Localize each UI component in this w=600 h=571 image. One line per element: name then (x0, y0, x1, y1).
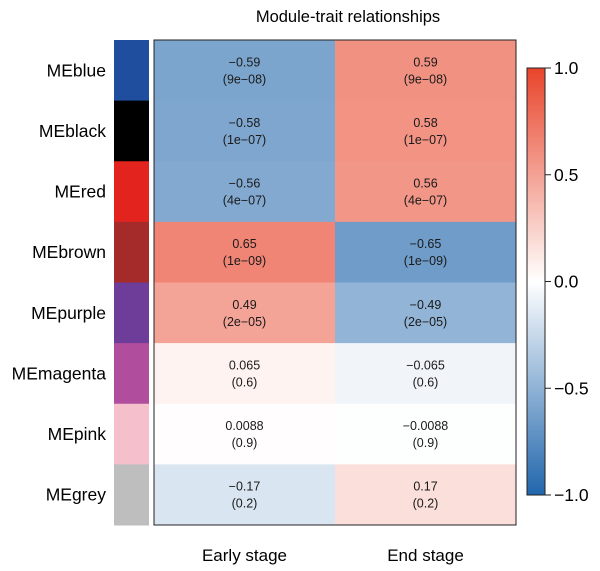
module-color-swatch (114, 100, 149, 162)
heatmap-cell (154, 40, 336, 102)
module-color-swatch (114, 464, 149, 526)
cell-p-value: (2e−05) (223, 315, 266, 329)
cell-p-value: (0.6) (232, 375, 258, 389)
heatmap-border (153, 39, 517, 526)
column-label: Early stage (202, 546, 287, 565)
cell-correlation: 0.065 (229, 358, 260, 372)
heatmap-cell (154, 221, 336, 283)
cell-p-value: (1e−09) (404, 254, 447, 268)
heatmap-cell (154, 282, 336, 344)
cell-p-value: (0.9) (232, 436, 258, 450)
heatmap-cell (335, 464, 517, 526)
row-label: MEred (54, 182, 106, 202)
row-labels: MEblue MEblack MEred MEbrown MEpurple MEmagen… (12, 60, 107, 504)
module-color-swatch (114, 403, 149, 465)
heatmap-cell (154, 403, 336, 465)
heatmap-cell (154, 343, 336, 405)
row-label: MEblue (47, 60, 106, 80)
heatmap-cell (335, 40, 517, 102)
cell-p-value: (1e−07) (223, 133, 266, 147)
heatmap-cell (335, 161, 517, 223)
row-label: MEmagenta (12, 363, 107, 383)
cell-correlation: 0.56 (413, 177, 437, 191)
heatmap-cell (335, 100, 517, 162)
colorbar-tick-label: 1.0 (554, 58, 579, 78)
cell-p-value: (1e−07) (404, 133, 447, 147)
cell-p-value: (0.2) (413, 497, 439, 511)
cell-correlation: 0.65 (232, 237, 256, 251)
row-label: MEbrown (32, 242, 106, 262)
heatmap-cell (335, 221, 517, 283)
cell-p-value: (9e−08) (404, 72, 447, 86)
colorbar-tick-label: 0.0 (554, 272, 579, 292)
cell-correlation: 0.17 (413, 480, 437, 494)
cell-correlation: −0.0088 (403, 419, 449, 433)
cell-correlation: −0.65 (410, 237, 442, 251)
cell-p-value: (0.6) (413, 375, 439, 389)
colorbar: 1.0 0.5 0.0 −0.5 −1.0 (526, 58, 589, 505)
module-color-swatch (114, 343, 149, 405)
colorbar-tick-label: −1.0 (554, 485, 589, 505)
colorbar-tick-label: −0.5 (554, 378, 589, 398)
colorbar-gradient (526, 67, 546, 496)
cell-p-value: (1e−09) (223, 254, 266, 268)
module-color-swatch (114, 161, 149, 223)
cell-correlation: 0.0088 (225, 419, 263, 433)
cell-p-value: (0.9) (413, 436, 439, 450)
heatmap-cell (154, 464, 336, 526)
cell-correlation: 0.59 (413, 55, 437, 69)
module-color-swatch (114, 282, 149, 344)
heatmap-cells (154, 40, 517, 526)
cell-correlation: −0.58 (229, 116, 261, 130)
cell-p-value: (0.2) (232, 497, 258, 511)
cell-p-value: (4e−07) (223, 194, 266, 208)
row-label: MEpink (48, 424, 107, 444)
chart-title: Module-trait relationships (256, 8, 440, 26)
cell-correlation: −0.59 (229, 55, 261, 69)
heatmap-cell (154, 100, 336, 162)
heatmap-cell (154, 161, 336, 223)
heatmap-cell (335, 343, 517, 405)
cell-p-value: (4e−07) (404, 194, 447, 208)
cell-correlation: −0.17 (229, 480, 261, 494)
module-color-swatch (114, 40, 149, 102)
colorbar-ticks: 1.0 0.5 0.0 −0.5 −1.0 (545, 58, 589, 505)
cell-annotations: −0.59 (9e−08) 0.59 (9e−08) −0.58 (1e−07) 0.58 (… (223, 55, 449, 510)
module-color-swatch (114, 221, 149, 283)
row-label: MEgrey (46, 485, 107, 505)
row-label: MEblack (39, 121, 106, 141)
cell-p-value: (9e−08) (223, 72, 266, 86)
column-label: End stage (387, 546, 464, 565)
cell-correlation: 0.58 (413, 116, 437, 130)
cell-correlation: −0.49 (410, 298, 442, 312)
module-color-strip (114, 40, 149, 526)
heatmap-cell (335, 282, 517, 344)
heatmap-cell (335, 403, 517, 465)
cell-correlation: −0.065 (406, 358, 445, 372)
row-label: MEpurple (31, 303, 106, 323)
colorbar-tick-label: 0.5 (554, 165, 578, 185)
cell-correlation: −0.56 (229, 177, 261, 191)
column-labels: Early stage End stage (202, 546, 464, 565)
cell-p-value: (2e−05) (404, 315, 447, 329)
cell-correlation: 0.49 (232, 298, 256, 312)
